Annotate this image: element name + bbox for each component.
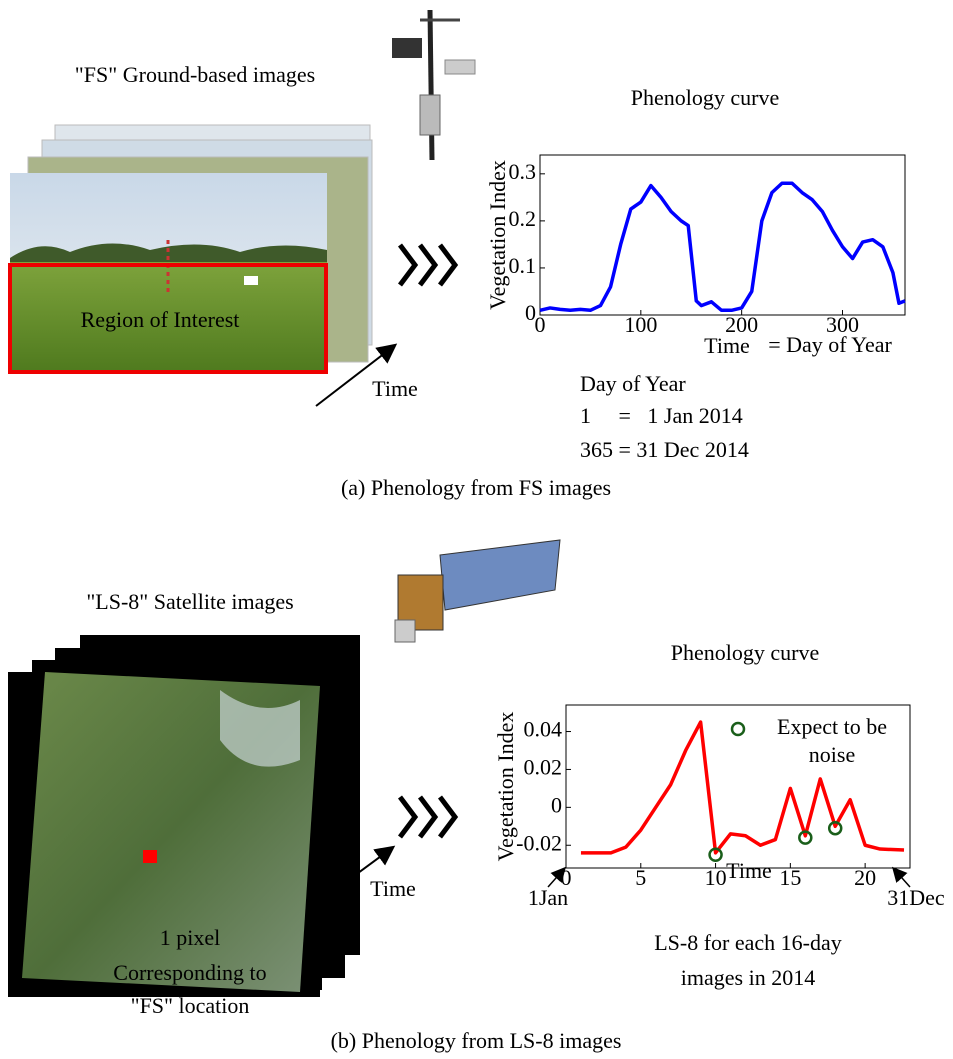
time-label: Time	[372, 376, 418, 401]
x-tick-label: 20	[854, 865, 876, 890]
y-axis-label: Vegetation Index	[485, 160, 510, 310]
flow-arrows	[400, 245, 455, 285]
annotation: images in 2014	[681, 965, 815, 990]
image-label: "LS-8" Satellite images	[86, 589, 293, 614]
pixel-note: Corresponding to	[113, 960, 266, 985]
annotation: 1Jan	[528, 885, 568, 910]
page: "FS" Ground-based images Region of Inter…	[0, 0, 953, 1059]
x-tick-label: 0	[535, 312, 546, 337]
roi-label: Region of Interest	[81, 307, 240, 332]
flow-arrows	[400, 797, 455, 837]
photo-stack	[10, 125, 372, 372]
time-label: Time	[370, 876, 416, 901]
series-line	[540, 183, 905, 310]
x-tick-label: 15	[779, 865, 801, 890]
y-tick-label: -0.02	[516, 830, 562, 855]
y-axis-label: Vegetation Index	[493, 712, 518, 862]
annotation: = Day of Year	[768, 332, 892, 357]
y-tick-label: 0.1	[509, 253, 537, 278]
plot-frame	[540, 155, 905, 315]
weather-station-icon	[392, 10, 475, 160]
y-tick-label: 0.3	[509, 159, 537, 184]
satellite-icon	[395, 540, 560, 642]
y-tick-label: 0	[551, 792, 562, 817]
chart-title: Phenology curve	[631, 85, 779, 110]
doy-note: 1 = 1 Jan 2014	[580, 403, 743, 428]
figure: "FS" Ground-based images Region of Inter…	[0, 0, 953, 1059]
legend-marker	[732, 723, 744, 735]
x-axis-label: Time	[726, 858, 772, 883]
x-axis-label: Time	[704, 333, 750, 358]
pixel-note: "FS" location	[131, 993, 250, 1018]
chart-title: Phenology curve	[671, 640, 819, 665]
x-tick-label: 10	[705, 865, 727, 890]
annotation: LS-8 for each 16-day	[654, 930, 842, 955]
y-tick-label: 0.2	[509, 206, 537, 231]
y-tick-label: 0.04	[524, 717, 563, 742]
doy-note: Day of Year	[580, 371, 686, 396]
legend-label: Expect to be noise	[752, 713, 912, 769]
annotation: 31Dec	[887, 885, 945, 910]
caption: (b) Phenology from LS-8 images	[331, 1028, 622, 1053]
y-tick-label: 0	[525, 300, 536, 325]
x-tick-label: 100	[624, 312, 657, 337]
caption: (a) Phenology from FS images	[341, 475, 611, 500]
image-label: "FS" Ground-based images	[75, 62, 315, 87]
pixel-note: 1 pixel	[160, 925, 221, 950]
x-tick-label: 5	[635, 865, 646, 890]
y-tick-label: 0.02	[524, 754, 563, 779]
doy-note: 365 = 31 Dec 2014	[580, 437, 749, 462]
